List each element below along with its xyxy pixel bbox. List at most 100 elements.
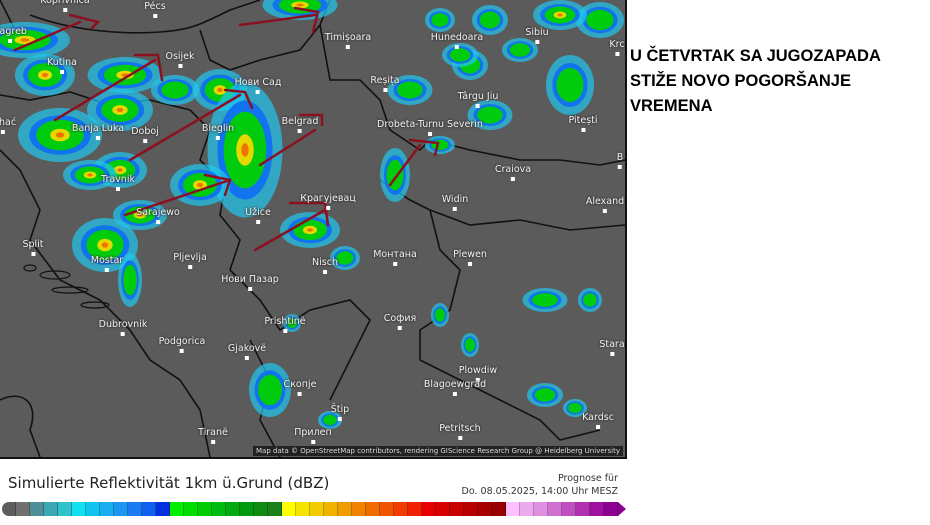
precipitation-cell <box>241 143 249 157</box>
precipitation-cell <box>87 173 93 177</box>
color-scale-step <box>576 502 590 516</box>
color-scale-step <box>492 502 506 516</box>
headline: U ČETVRTAK SA JUGOZAPADA STIŽE NOVO POGO… <box>630 44 930 119</box>
city-label: Split <box>22 240 43 256</box>
color-scale-step <box>366 502 380 516</box>
city-label: София <box>384 314 416 330</box>
city-label: Pitești <box>568 116 597 132</box>
city-label: Bieglin <box>202 124 234 140</box>
city-label: Sibiu <box>525 28 548 44</box>
city-label: Tiranë <box>198 428 228 444</box>
precipitation-cell <box>55 132 65 138</box>
annotation-arrow <box>258 113 324 167</box>
precipitation-cell <box>217 87 223 93</box>
precipitation-cell <box>532 293 558 307</box>
annotation-arrow <box>53 53 164 122</box>
color-scale-step <box>2 502 16 516</box>
precipitation-cell <box>479 11 501 29</box>
forecast-time: Do. 08.05.2025, 14:00 Uhr MESZ <box>461 486 618 497</box>
color-scale-step <box>464 502 478 516</box>
color-scale-step <box>562 502 576 516</box>
radar-map[interactable]: Koprivnica Pécs Zagreb Kutina Osijek Нови Сад… <box>0 0 627 459</box>
city-label: Belgrad <box>282 117 319 133</box>
precipitation-cell <box>583 293 597 307</box>
city-label: Zagreb <box>0 27 27 43</box>
color-scale-step <box>506 502 520 516</box>
city-label: Kutina <box>47 58 77 74</box>
color-scale-step <box>30 502 44 516</box>
headline-line: STIŽE NOVO POGORŠANJE <box>630 72 851 90</box>
color-scale-step <box>212 502 226 516</box>
precipitation-cell <box>434 308 446 322</box>
city-label: Stara <box>599 340 624 356</box>
precipitation-cell <box>258 374 282 406</box>
city-label: Reșița <box>370 76 399 92</box>
precipitation-cell <box>477 106 503 124</box>
headline-line: U ČETVRTAK SA JUGOZAPADA <box>630 47 881 65</box>
color-scale-step <box>114 502 128 516</box>
legend-title: Simulierte Reflektivität 1km ü.Grund (dB… <box>8 474 330 492</box>
color-scale-bar <box>2 502 618 516</box>
forecast-time-block: Prognose für Do. 08.05.2025, 14:00 Uhr M… <box>462 472 618 498</box>
precipitation-cells <box>0 0 624 429</box>
city-label: Osijek <box>165 52 194 68</box>
city-label: Sarajewo <box>136 208 180 224</box>
city-label: Gjakovë <box>228 344 266 360</box>
color-scale-step <box>226 502 240 516</box>
headline-line: VREMENA <box>630 97 713 115</box>
color-scale-step <box>16 502 30 516</box>
city-label: Plowdiw <box>459 366 497 382</box>
color-scale-step <box>590 502 604 516</box>
city-label: Alexand <box>586 197 624 213</box>
color-scale-step <box>128 502 142 516</box>
precipitation-cell <box>431 13 449 27</box>
precipitation-cell <box>557 13 563 17</box>
city-label: Нови Пазар <box>221 275 279 291</box>
color-scale-step <box>198 502 212 516</box>
color-scale-arrow-icon <box>618 502 626 516</box>
city-label: Hunedoara <box>431 33 483 49</box>
color-scale-step <box>548 502 562 516</box>
color-scale-step <box>352 502 366 516</box>
color-scale-step <box>450 502 464 516</box>
color-scale-step <box>394 502 408 516</box>
city-label: Plewen <box>453 250 487 266</box>
city-label: Podgorica <box>159 337 206 353</box>
precipitation-cell <box>586 9 614 31</box>
city-label: Pécs <box>144 2 165 18</box>
color-scale-step <box>436 502 450 516</box>
city-label: Koprivnica <box>40 0 89 12</box>
city-label: Blagoewgrad <box>424 380 486 396</box>
city-label: B <box>617 153 624 169</box>
city-label: Travnik <box>101 175 135 191</box>
color-scale-step <box>100 502 114 516</box>
color-scale-step <box>604 502 618 516</box>
coastline-islands <box>23 264 110 309</box>
city-label: Drobeta-Turnu Severin <box>377 120 483 136</box>
map-attribution: Map data © OpenStreetMap contributors, r… <box>253 446 623 456</box>
city-label: Petritsch <box>439 424 480 440</box>
color-scale-step <box>338 502 352 516</box>
precipitation-cell <box>336 251 354 265</box>
color-scale-step <box>324 502 338 516</box>
city-label: Крагујевац <box>300 194 356 210</box>
city-label: Widin <box>442 195 469 211</box>
precipitation-cell <box>123 264 137 296</box>
city-label: Štip <box>331 405 349 421</box>
precipitation-cell <box>534 388 556 402</box>
precipitation-cell <box>296 3 304 7</box>
annotation-arrow <box>13 13 101 52</box>
precipitation-cell <box>101 242 109 248</box>
precipitation-cell <box>197 182 203 188</box>
city-label: Krc <box>609 40 624 56</box>
color-scale-step <box>142 502 156 516</box>
precipitation-cell <box>449 48 471 62</box>
color-scale-step <box>170 502 184 516</box>
color-scale-step <box>478 502 492 516</box>
color-scale-step <box>86 502 100 516</box>
precipitation-cell <box>161 81 189 99</box>
precipitation-cell <box>568 402 582 414</box>
color-scale-step <box>240 502 254 516</box>
city-label: Târgu Jiu <box>458 92 499 108</box>
city-label: Нови Сад <box>235 78 282 94</box>
